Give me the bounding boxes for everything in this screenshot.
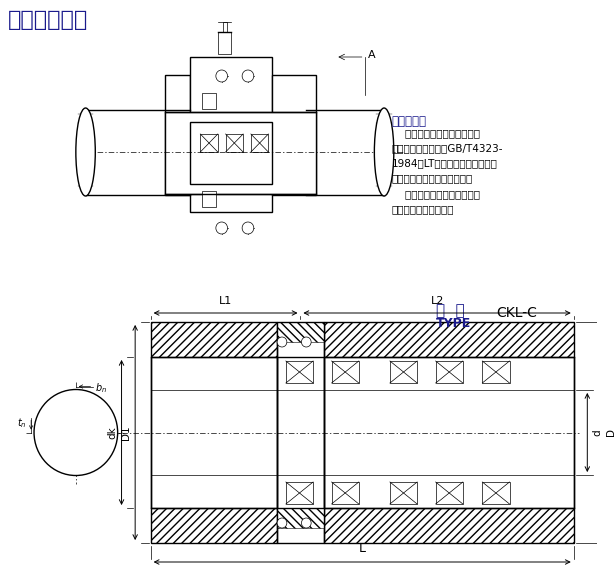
Bar (202, 191, 216, 207)
Bar (190, 57, 272, 212)
Text: L: L (359, 542, 366, 555)
Circle shape (301, 337, 311, 347)
Bar (324, 357, 573, 508)
Circle shape (301, 518, 311, 528)
Text: dk: dk (107, 426, 118, 439)
Bar (277, 322, 324, 543)
Bar (435, 361, 463, 383)
Text: 型  号: 型 号 (435, 303, 464, 318)
Bar (218, 32, 231, 54)
Text: A: A (368, 50, 375, 60)
Bar (324, 322, 573, 357)
Text: d: d (592, 429, 602, 436)
Bar (150, 357, 277, 508)
Bar (332, 361, 359, 383)
Bar (390, 482, 417, 504)
Bar (200, 134, 218, 152)
Bar (223, 22, 227, 32)
Bar (225, 134, 243, 152)
Bar (150, 508, 277, 543)
Bar (202, 93, 216, 109)
Bar (165, 75, 190, 195)
Text: $t_n$: $t_n$ (17, 416, 26, 430)
Bar (277, 322, 324, 342)
Bar (165, 112, 316, 194)
Bar (286, 361, 313, 383)
Text: L2: L2 (430, 296, 444, 306)
Bar (251, 134, 268, 152)
Bar (272, 75, 316, 195)
Circle shape (216, 70, 228, 82)
Text: D1: D1 (122, 425, 131, 440)
Text: CKL-C: CKL-C (496, 306, 537, 320)
Text: L1: L1 (219, 296, 232, 306)
Bar (165, 75, 190, 195)
Ellipse shape (76, 108, 95, 196)
Circle shape (277, 518, 287, 528)
Bar (482, 361, 510, 383)
Bar (277, 508, 324, 528)
Circle shape (34, 390, 118, 475)
Circle shape (242, 222, 254, 234)
Bar (332, 482, 359, 504)
Bar (324, 322, 573, 543)
Bar (324, 508, 573, 543)
Bar (435, 482, 463, 504)
Circle shape (216, 222, 228, 234)
Bar (390, 361, 417, 383)
Bar (150, 322, 277, 357)
Bar (150, 322, 277, 543)
Text: $b_n$: $b_n$ (95, 381, 107, 395)
Text: 安装参考范例: 安装参考范例 (8, 10, 88, 30)
Circle shape (242, 70, 254, 82)
Text: 安装要求：: 安装要求： (392, 115, 427, 128)
Text: 此型号离合器对应联轴器许
用补偿量参考国标（GB/T4323-
1984）LT型联轴器标准，并与离
合器扭矩组成一一对应关系。
    安装时两轴的径向位移和角: 此型号离合器对应联轴器许 用补偿量参考国标（GB/T4323- 1984）LT型… (392, 128, 503, 214)
Bar (190, 122, 272, 184)
Ellipse shape (375, 108, 394, 196)
Text: TYPE: TYPE (435, 317, 471, 330)
Bar (190, 57, 272, 212)
Circle shape (277, 337, 287, 347)
Text: D: D (606, 429, 614, 436)
Bar (482, 482, 510, 504)
Bar (286, 482, 313, 504)
Bar (272, 75, 316, 195)
